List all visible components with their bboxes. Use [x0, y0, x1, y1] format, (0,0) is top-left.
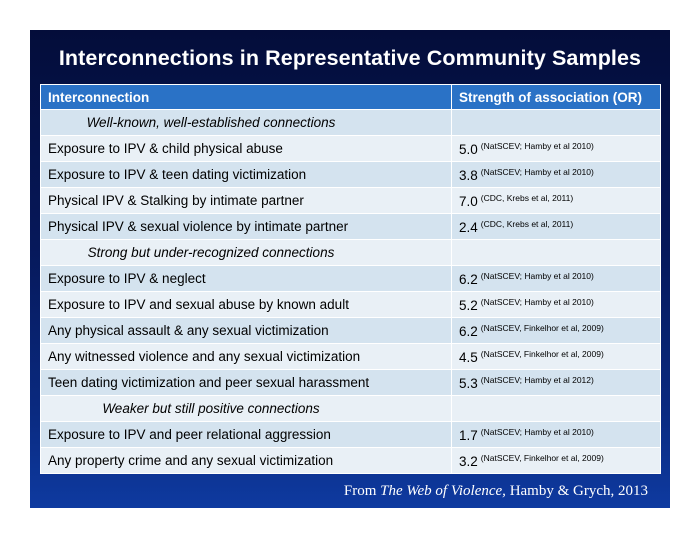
odds-ratio-value: 3.2	[459, 453, 478, 469]
table-body: Well-known, well-established connections…	[40, 109, 661, 474]
source-citation: (NatSCEV, Finkelhor et al, 2009)	[480, 322, 604, 333]
table-row: Physical IPV & sexual violence by intima…	[40, 213, 661, 240]
table-row: Exposure to IPV & child physical abuse 5.…	[40, 135, 661, 162]
odds-ratio-value: 6.2	[459, 323, 478, 339]
source-citation: (NatSCEV, Finkelhor et al, 2009)	[480, 348, 604, 359]
interconnection-cell: Exposure to IPV and sexual abuse by know…	[40, 291, 452, 318]
interconnection-cell: Exposure to IPV & neglect	[40, 265, 452, 292]
citation-footer: From The Web of Violence, Hamby & Grych,…	[344, 483, 648, 500]
group-empty-cell	[451, 395, 661, 422]
odds-ratio-value: 5.3	[459, 375, 478, 391]
group-empty-cell	[451, 239, 661, 266]
interconnection-cell: Exposure to IPV & teen dating victimizat…	[40, 161, 452, 188]
odds-ratio-value: 3.8	[459, 167, 478, 183]
group-label: Weaker but still positive connections	[40, 395, 452, 422]
footer-prefix: From	[343, 483, 377, 499]
table-row: Exposure to IPV and peer relational aggr…	[40, 421, 661, 448]
odds-ratio-value: 4.5	[459, 349, 478, 365]
source-citation: (NatSCEV; Hamby et al 2010)	[480, 296, 594, 307]
interconnections-table: Interconnection Strength of association …	[40, 84, 661, 474]
source-citation: (NatSCEV; Hamby et al 2010)	[480, 270, 594, 281]
strength-cell: 3.8 (NatSCEV; Hamby et al 2010)	[451, 161, 661, 188]
group-header-row: Weaker but still positive connections	[40, 395, 661, 422]
table-row: Any physical assault & any sexual victim…	[40, 317, 661, 344]
odds-ratio-value: 7.0	[459, 193, 478, 209]
strength-cell: 5.3 (NatSCEV; Hamby et al 2012)	[451, 369, 661, 396]
group-header-row: Strong but under-recognized connections	[40, 239, 661, 266]
strength-cell: 3.2 (NatSCEV, Finkelhor et al, 2009)	[451, 447, 661, 474]
table-row: Any witnessed violence and any sexual vi…	[40, 343, 661, 370]
group-header-row: Well-known, well-established connections	[40, 109, 661, 136]
source-citation: (CDC, Krebs et al, 2011)	[480, 218, 574, 229]
slide-title: Interconnections in Representative Commu…	[58, 46, 642, 70]
table-row: Exposure to IPV and sexual abuse by know…	[40, 291, 661, 318]
footer-book-title: The Web of Violence,	[380, 483, 506, 499]
source-citation: (NatSCEV; Hamby et al 2012)	[480, 374, 594, 385]
source-citation: (NatSCEV; Hamby et al 2010)	[480, 426, 594, 437]
strength-cell: 7.0 (CDC, Krebs et al, 2011)	[451, 187, 661, 214]
group-empty-cell	[451, 109, 661, 136]
odds-ratio-value: 2.4	[459, 219, 478, 235]
strength-cell: 6.2 (NatSCEV, Finkelhor et al, 2009)	[451, 317, 661, 344]
table-row: Exposure to IPV & teen dating victimizat…	[40, 161, 661, 188]
source-citation: (NatSCEV, Finkelhor et al, 2009)	[480, 452, 604, 463]
interconnection-cell: Physical IPV & sexual violence by intima…	[40, 213, 452, 240]
slide: Interconnections in Representative Commu…	[30, 30, 670, 508]
interconnection-cell: Any physical assault & any sexual victim…	[40, 317, 452, 344]
source-citation: (CDC, Krebs et al, 2011)	[480, 192, 574, 203]
footer-authors: Hamby & Grych, 2013	[509, 483, 648, 499]
interconnection-cell: Any witnessed violence and any sexual vi…	[40, 343, 452, 370]
strength-cell: 1.7 (NatSCEV; Hamby et al 2010)	[451, 421, 661, 448]
header-interconnection: Interconnection	[40, 84, 452, 110]
odds-ratio-value: 5.0	[459, 141, 478, 157]
interconnection-cell: Any property crime and any sexual victim…	[40, 447, 452, 474]
strength-cell: 5.2 (NatSCEV; Hamby et al 2010)	[451, 291, 661, 318]
table-row: Teen dating victimization and peer sexua…	[40, 369, 661, 396]
table-row: Any property crime and any sexual victim…	[40, 447, 661, 474]
strength-cell: 4.5 (NatSCEV, Finkelhor et al, 2009)	[451, 343, 661, 370]
source-citation: (NatSCEV; Hamby et al 2010)	[480, 140, 594, 151]
interconnection-cell: Teen dating victimization and peer sexua…	[40, 369, 452, 396]
interconnection-cell: Physical IPV & Stalking by intimate part…	[40, 187, 452, 214]
strength-cell: 5.0 (NatSCEV; Hamby et al 2010)	[451, 135, 661, 162]
header-strength: Strength of association (OR)	[451, 84, 661, 110]
strength-cell: 6.2 (NatSCEV; Hamby et al 2010)	[451, 265, 661, 292]
source-citation: (NatSCEV; Hamby et al 2010)	[480, 166, 594, 177]
strength-cell: 2.4 (CDC, Krebs et al, 2011)	[451, 213, 661, 240]
table-row: Physical IPV & Stalking by intimate part…	[40, 187, 661, 214]
table-row: Exposure to IPV & neglect 6.2 (NatSCEV; Ha…	[40, 265, 661, 292]
odds-ratio-value: 6.2	[459, 271, 478, 287]
interconnection-cell: Exposure to IPV and peer relational aggr…	[40, 421, 452, 448]
group-label: Strong but under-recognized connections	[40, 239, 452, 266]
odds-ratio-value: 5.2	[459, 297, 478, 313]
table-header-row: Interconnection Strength of association …	[40, 84, 661, 110]
group-label: Well-known, well-established connections	[40, 109, 452, 136]
odds-ratio-value: 1.7	[459, 427, 478, 443]
interconnection-cell: Exposure to IPV & child physical abuse	[40, 135, 452, 162]
